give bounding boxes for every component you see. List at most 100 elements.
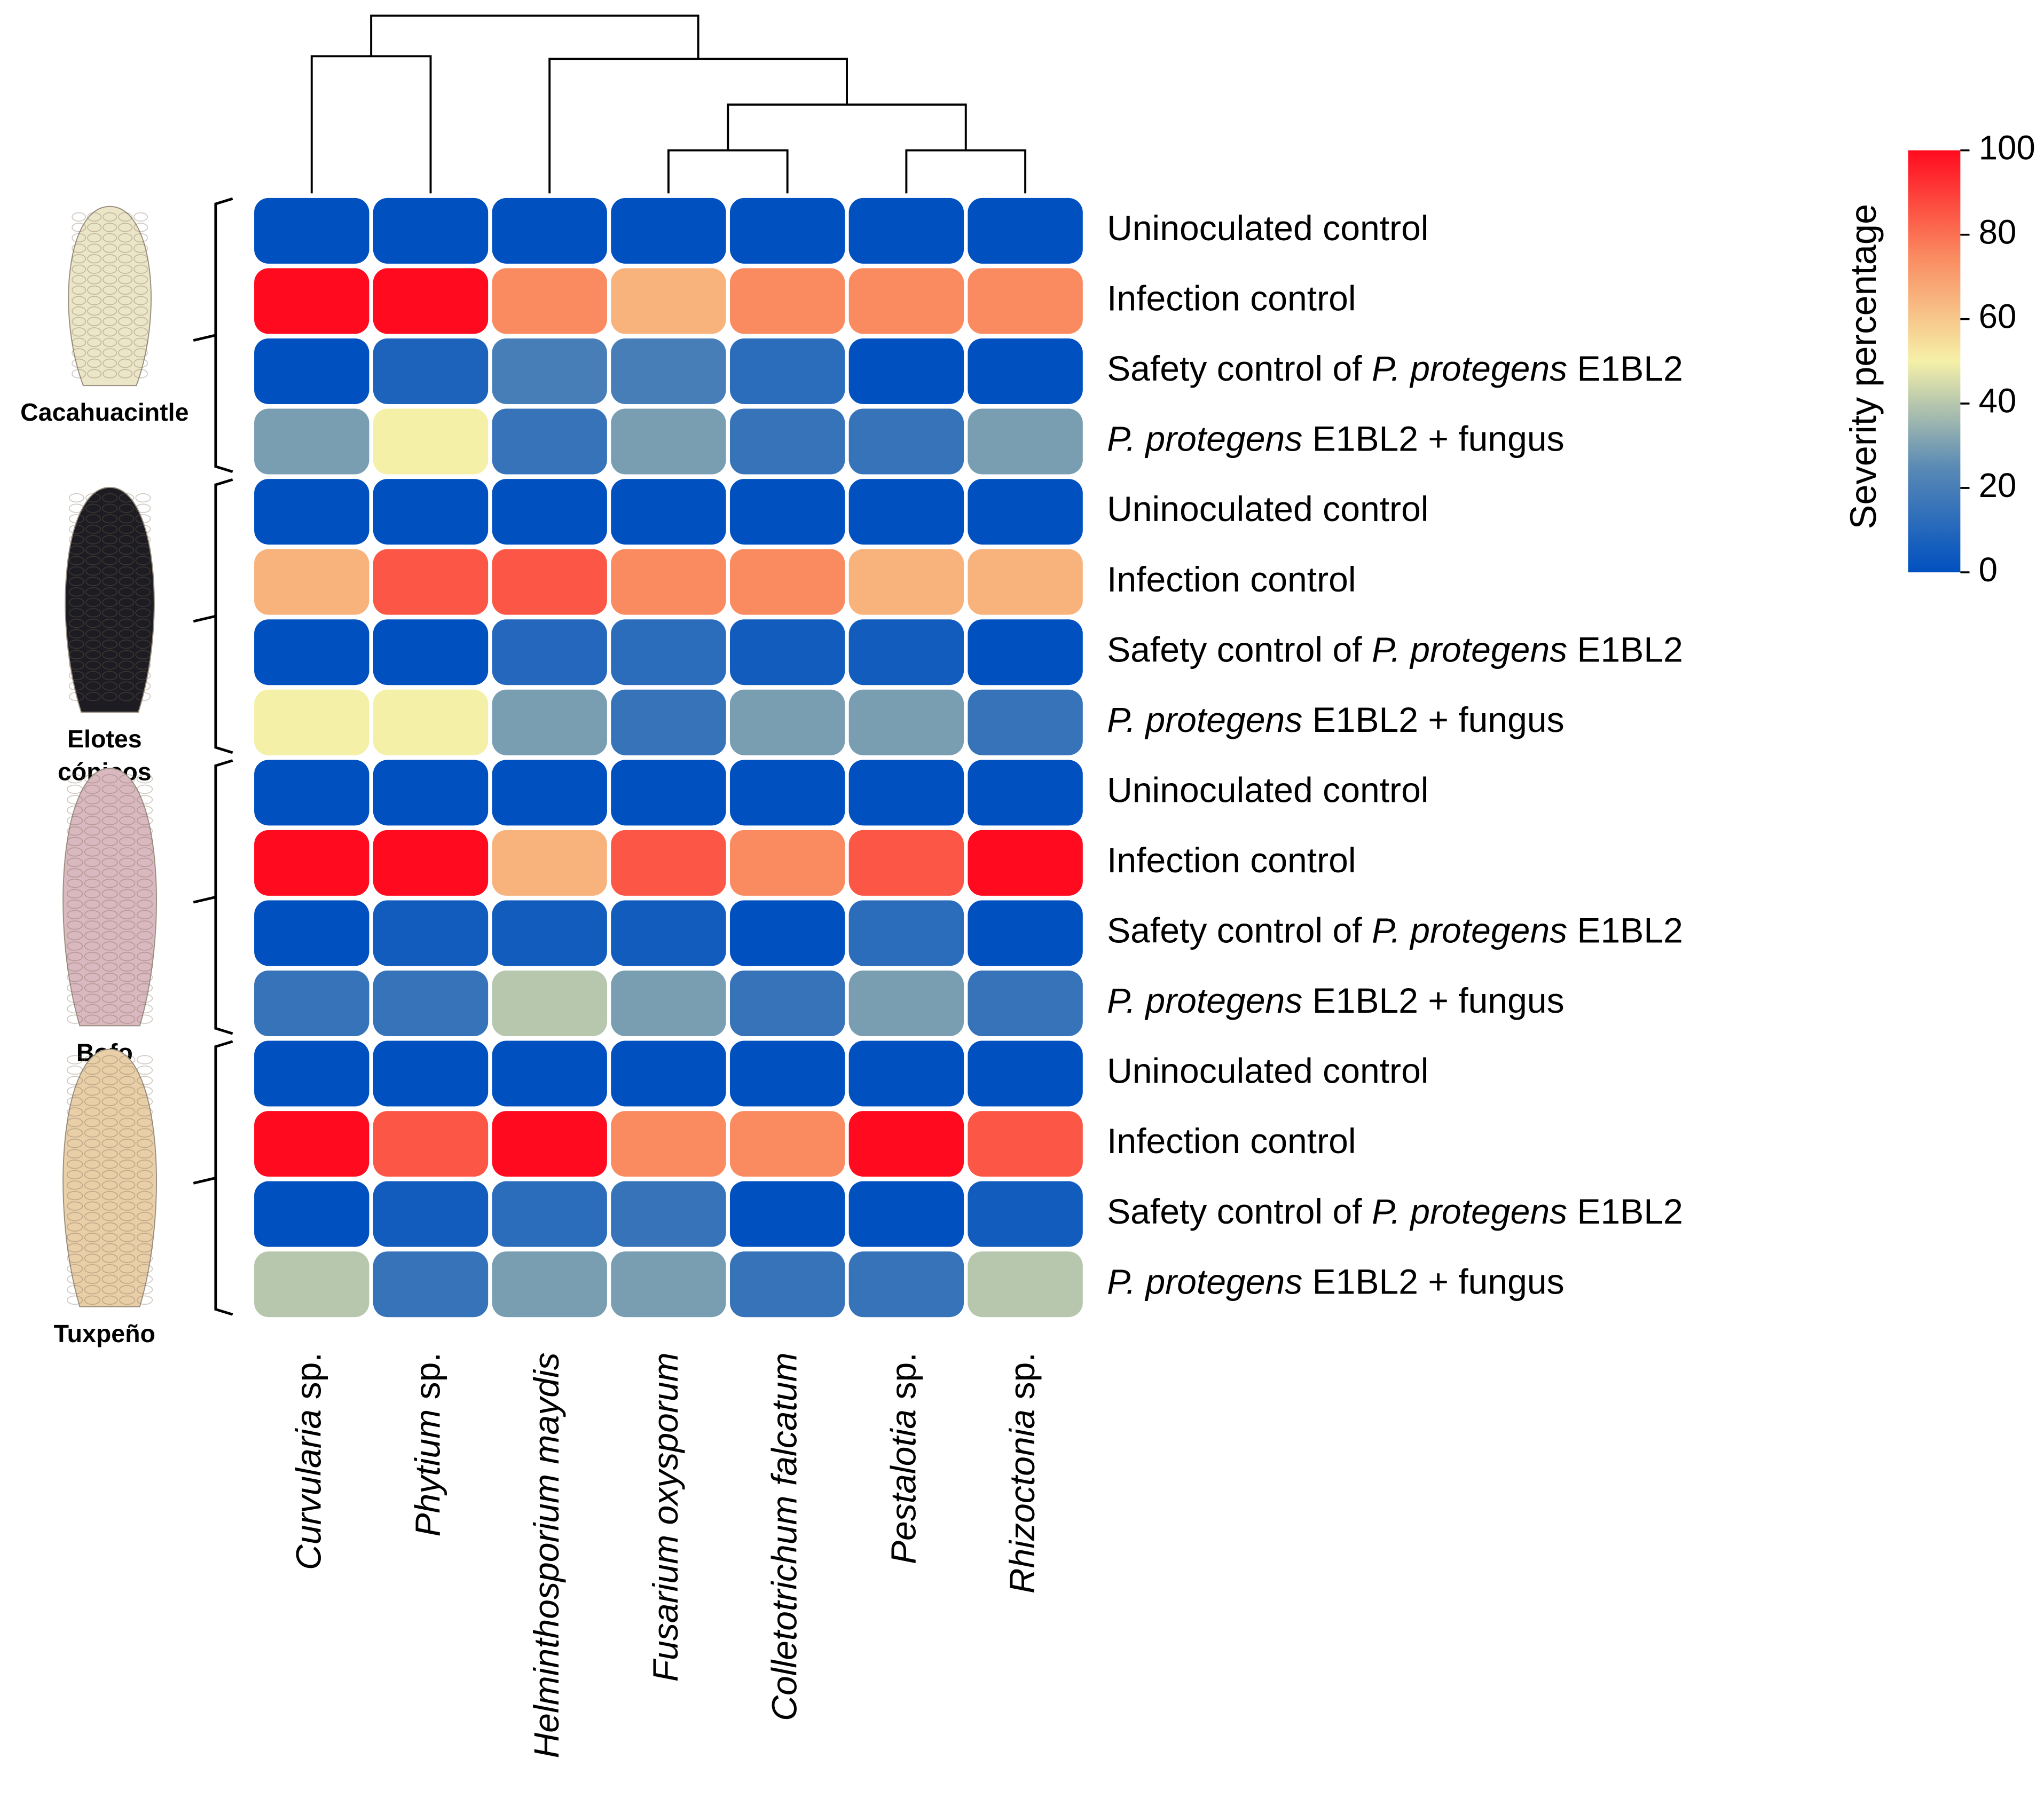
corn-kernel [119, 597, 135, 608]
corn-kernel [87, 223, 102, 232]
heatmap-cell [373, 1251, 489, 1318]
heatmap-cell [968, 549, 1083, 615]
text-segment: P. protegens [1372, 350, 1567, 389]
corn-kernel [136, 774, 153, 784]
heatmap-cell [968, 268, 1083, 334]
heatmap-cell [492, 830, 607, 896]
corn-kernel [118, 306, 133, 316]
text-segment: E1BL2 [1567, 350, 1683, 389]
corn-kernel [119, 1170, 136, 1180]
heatmap-cell [729, 900, 845, 966]
corn-kernel [68, 503, 84, 513]
corn-kernel [135, 671, 151, 681]
heatmap-cell [968, 619, 1083, 685]
corn-kernel [87, 212, 102, 222]
heatmap-cell [611, 479, 726, 545]
corn-kernel [72, 317, 87, 326]
corn-kernel [119, 671, 135, 681]
corn-kernel [84, 784, 101, 794]
corn-kernel [136, 816, 153, 825]
colorbar-tick-label: 0 [1979, 551, 1998, 589]
corn-kernel [136, 983, 153, 993]
corn-kernel [67, 795, 83, 805]
corn-kernel [136, 1097, 153, 1107]
corn-kernel [103, 243, 117, 253]
corn-kernel [102, 691, 118, 701]
corn-kernel [67, 1076, 83, 1085]
heatmap-cell [254, 1111, 370, 1177]
corn-kernel [87, 243, 102, 253]
corn-kernel [85, 514, 101, 524]
corn-kernel [101, 952, 118, 961]
heatmap-cell [373, 619, 489, 685]
row-label: Uninoculated control [1107, 1052, 1428, 1091]
corn-kernel [101, 973, 118, 982]
text-segment: Safety control of [1107, 630, 1372, 670]
corn-kernel [119, 691, 135, 701]
corn-kernel [103, 285, 117, 295]
heatmap-cell [729, 760, 845, 826]
heatmap-cell [254, 760, 370, 826]
heatmap-cell [848, 479, 964, 545]
heatmap-cell [254, 830, 370, 896]
corn-kernel [119, 774, 136, 784]
heatmap-cell [254, 900, 370, 966]
corn-kernel [119, 618, 135, 628]
corn-kernel [136, 993, 153, 1003]
text-segment: E1BL2 + fungus [1302, 700, 1564, 740]
corn-kernel [118, 337, 133, 348]
column-label: Curvularia sp. [289, 1352, 329, 1570]
heatmap-cell [848, 971, 964, 1036]
colorbar-tick-label: 80 [1979, 213, 2017, 251]
heatmap-cell [729, 549, 845, 615]
heatmap-cell [254, 408, 370, 475]
corn-kernel [87, 275, 102, 285]
corn-kernel [136, 1222, 153, 1232]
text-segment: Uninoculated control [1107, 490, 1428, 530]
heatmap-cell [492, 479, 607, 545]
heatmap-cell [492, 619, 607, 685]
heatmap-cell [968, 900, 1083, 966]
corn-kernel [136, 1243, 153, 1253]
row-label: Infection control [1107, 841, 1356, 880]
heatmap-cell [848, 830, 964, 896]
corn-kernel [84, 1243, 101, 1253]
corn-kernel [101, 1295, 118, 1305]
text-segment: E1BL2 + fungus [1302, 1263, 1564, 1302]
corn-kernel [68, 671, 84, 681]
corn-kernel [101, 900, 118, 909]
heatmap-cell [373, 971, 489, 1036]
corn-kernel [67, 774, 83, 784]
corn-kernel [119, 952, 136, 961]
corn-kernel [67, 1222, 83, 1232]
text-segment: Rhizoctonia [1003, 1409, 1043, 1594]
heatmap-cell [848, 1181, 964, 1247]
corn-kernel [72, 369, 87, 378]
corn-kernel [67, 1097, 83, 1107]
corn-kernel [67, 1014, 83, 1024]
corn-kernel [118, 285, 133, 295]
heatmap-cell [968, 1181, 1083, 1247]
corn-cob [68, 206, 152, 387]
corn-kernel [84, 993, 101, 1003]
corn-kernel [68, 608, 84, 618]
dendrogram-link [667, 149, 789, 194]
corn-kernel [84, 920, 101, 930]
heatmap-cell [611, 268, 726, 334]
corn-kernel [136, 1160, 153, 1169]
text-segment: P. protegens [1372, 1192, 1567, 1232]
corn-kernel [136, 889, 153, 898]
corn-kernel [84, 1233, 101, 1242]
corn-kernel [85, 681, 101, 691]
corn-kernel [84, 1086, 101, 1096]
corn-kernel [67, 910, 83, 920]
corn-kernel [72, 348, 87, 358]
corn-kernel [101, 930, 118, 941]
row-label: Infection control [1107, 1122, 1356, 1162]
corn-kernel [102, 671, 118, 681]
corn-kernel [84, 910, 101, 920]
corn-kernel [133, 254, 148, 264]
heatmap-cell [373, 1111, 489, 1177]
corn-kernel [135, 535, 151, 545]
